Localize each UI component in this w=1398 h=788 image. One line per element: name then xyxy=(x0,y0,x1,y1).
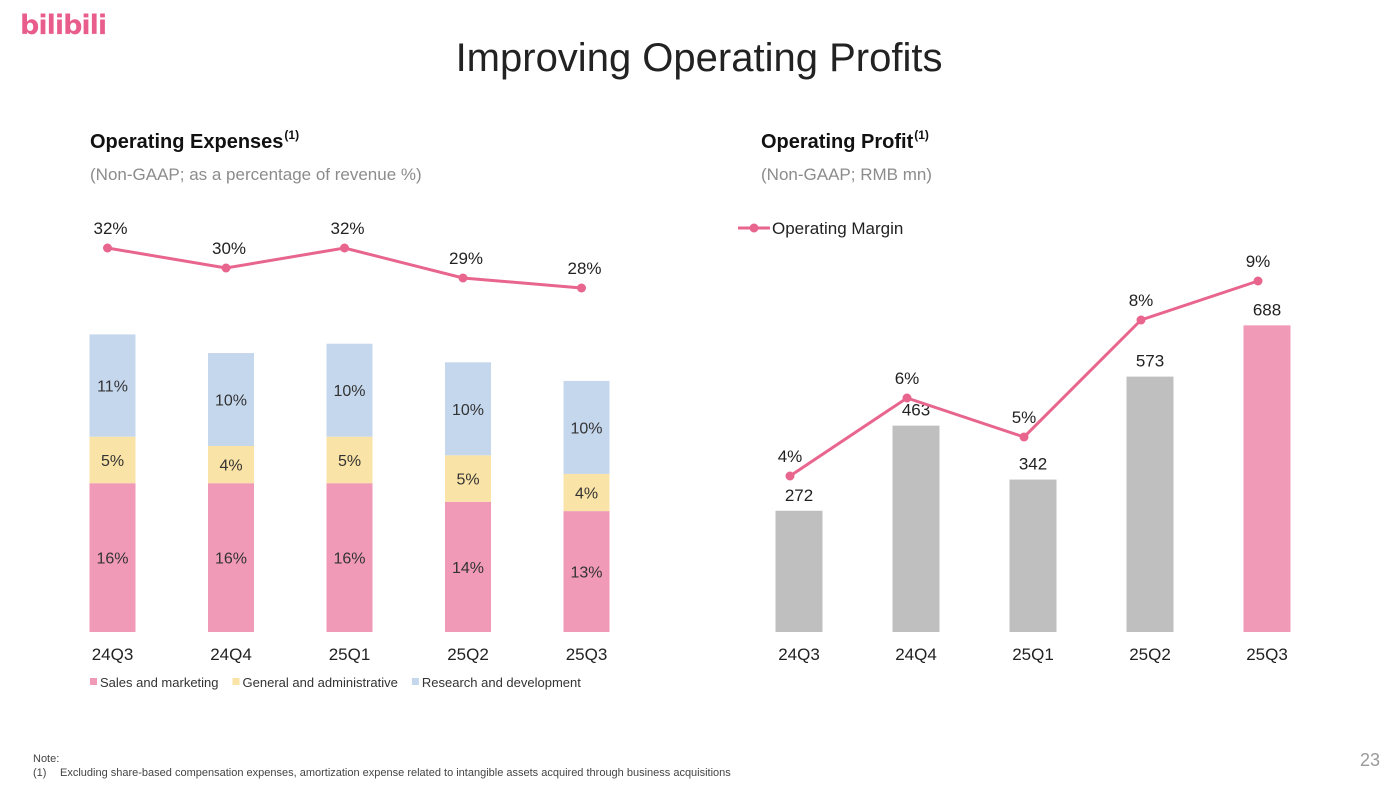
operating-margin-point xyxy=(1136,315,1146,325)
legend-swatch-0 xyxy=(90,678,97,685)
bar-segment-label: 4% xyxy=(219,458,242,475)
profit-bar-label: 342 xyxy=(1019,455,1047,474)
bar-segment-24Q4-0 xyxy=(208,483,254,632)
x-tick-label: 24Q4 xyxy=(895,645,937,664)
profit-bar-24Q4 xyxy=(892,425,940,632)
bar-segment-label: 10% xyxy=(215,393,247,410)
total-expense-label: 30% xyxy=(212,239,246,258)
x-tick-label: 24Q4 xyxy=(210,645,252,664)
profit-bar-label: 688 xyxy=(1253,300,1281,319)
bar-segment-label: 16% xyxy=(96,551,128,568)
profit-bar-label: 463 xyxy=(902,401,930,420)
profit-bar-label: 573 xyxy=(1136,352,1164,371)
bar-segment-25Q1-1 xyxy=(326,436,373,484)
x-tick-label: 25Q2 xyxy=(1129,645,1171,664)
bar-segment-label: 5% xyxy=(456,472,479,489)
operating-margin-point xyxy=(1253,276,1263,286)
bar-segment-label: 5% xyxy=(101,453,124,470)
bar-segment-24Q4-1 xyxy=(208,446,254,484)
bar-segment-label: 14% xyxy=(452,560,484,577)
note-item-number: (1) xyxy=(33,767,47,779)
note-heading: Note: xyxy=(33,753,60,765)
left-chart-title: Operating Expenses(1) xyxy=(90,128,299,154)
bar-segment-label: 4% xyxy=(575,486,598,503)
page-number: 23 xyxy=(1359,750,1380,770)
legend-swatch-1 xyxy=(232,678,240,685)
bar-segment-24Q4-2 xyxy=(208,353,254,446)
bar-segment-label: 13% xyxy=(570,565,602,582)
right-chart-title-text: Operating Profit xyxy=(761,131,914,153)
total-expense-point xyxy=(221,263,231,273)
bar-segment-25Q1-2 xyxy=(326,343,373,437)
total-expense-label: 32% xyxy=(93,219,127,238)
x-tick-label: 25Q3 xyxy=(566,645,608,664)
bar-segment-label: 11% xyxy=(97,379,128,396)
profit-bar-25Q3 xyxy=(1243,325,1291,632)
left-chart-subtitle: (Non-GAAP; as a percentage of revenue %) xyxy=(90,165,422,184)
operating-margin-label: 8% xyxy=(1129,291,1154,310)
x-tick-label: 25Q2 xyxy=(447,645,489,664)
legend-label: Operating Margin xyxy=(772,219,903,238)
operating-expenses-chart: 16% 5% 11% 24Q3 16% 4% 10% 24Q4 16% 5% 10% 25Q1 14% 5… xyxy=(89,219,610,690)
note-item: (1) Excluding share-based compensation ex… xyxy=(33,767,731,779)
bar-segment-25Q3-0 xyxy=(563,511,610,632)
bar-segment-label: 16% xyxy=(333,551,365,568)
total-expense-point xyxy=(458,273,468,283)
operating-margin-point xyxy=(902,393,912,403)
total-expense-point xyxy=(340,243,349,253)
bar-segment-25Q3-2 xyxy=(563,380,610,474)
total-expense-label: 28% xyxy=(567,259,601,278)
operating-margin-label: 5% xyxy=(1012,408,1037,427)
bar-segment-25Q2-2 xyxy=(445,362,491,456)
total-expense-label: 32% xyxy=(330,219,364,238)
operating-margin-point xyxy=(785,471,795,481)
operating-margin-label: 9% xyxy=(1246,252,1271,271)
bilibili-logo: bilibili xyxy=(20,10,107,41)
bar-segment-label: 5% xyxy=(338,453,361,470)
legend-label-0: Sales and marketing xyxy=(100,675,219,690)
bar-segment-24Q3-1 xyxy=(89,436,136,484)
x-tick-label: 24Q3 xyxy=(778,645,820,664)
operating-margin-line xyxy=(789,279,1259,478)
bar-segment-25Q2-1 xyxy=(445,455,491,502)
right-chart-title: Operating Profit(1) xyxy=(761,128,929,154)
left-chart-title-text: Operating Expenses xyxy=(90,131,284,153)
bar-segment-label: 10% xyxy=(570,420,602,437)
legend-label-2: Research and development xyxy=(422,675,581,690)
bar-segment-25Q2-0 xyxy=(445,501,491,632)
profit-bar-25Q2 xyxy=(1126,376,1174,632)
bar-segment-label: 16% xyxy=(215,551,247,568)
profit-bar-25Q1 xyxy=(1009,479,1057,632)
bar-segment-label: 10% xyxy=(452,402,484,419)
total-expense-label: 29% xyxy=(449,249,483,268)
operating-margin-label: 6% xyxy=(895,369,920,388)
operating-margin-point xyxy=(1019,432,1029,442)
x-tick-label: 25Q1 xyxy=(329,645,371,664)
legend-line-marker xyxy=(749,223,759,233)
x-tick-label: 25Q1 xyxy=(1012,645,1054,664)
bar-segment-24Q3-0 xyxy=(89,483,136,632)
bar-segment-24Q3-2 xyxy=(89,334,136,437)
x-tick-label: 25Q3 xyxy=(1246,645,1288,664)
operating-margin-label: 4% xyxy=(778,447,803,466)
total-expense-point xyxy=(103,243,112,253)
profit-bar-24Q3 xyxy=(775,510,823,632)
left-chart-title-footnote-ref: (1) xyxy=(284,128,300,142)
operating-profit-chart: 272 24Q3 463 24Q4 342 25Q1 573 25Q2 688 25Q3 4% 6% 5… xyxy=(738,219,1291,664)
note-item-text: Excluding share-based compensation expen… xyxy=(60,767,731,779)
page-title: Improving Operating Profits xyxy=(455,36,943,80)
right-chart-subtitle: (Non-GAAP; RMB mn) xyxy=(761,165,932,184)
x-tick-label: 24Q3 xyxy=(92,645,134,664)
profit-bar-label: 272 xyxy=(785,486,813,505)
legend-swatch-2 xyxy=(411,678,419,685)
total-expense-line xyxy=(107,246,582,290)
bar-segment-label: 10% xyxy=(333,383,365,400)
total-expense-point xyxy=(577,283,586,293)
bar-segment-25Q1-0 xyxy=(326,483,373,632)
bar-segment-25Q3-1 xyxy=(563,473,610,512)
right-chart-title-footnote-ref: (1) xyxy=(914,128,929,142)
legend-label-1: General and administrative xyxy=(243,675,398,690)
